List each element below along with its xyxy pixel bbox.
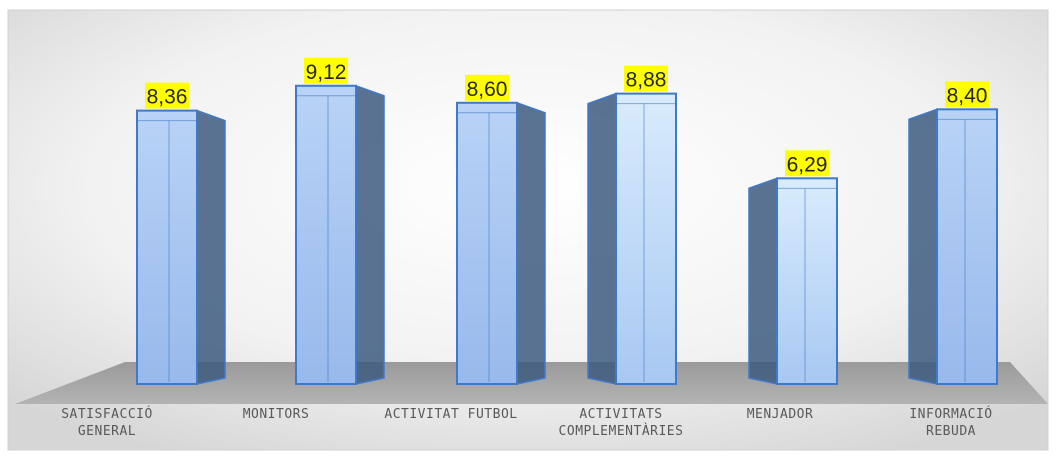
- bar: [908, 108, 998, 385]
- value-label: 8,60: [467, 78, 508, 101]
- category-label-line: SATISFACCIÓ: [61, 406, 153, 422]
- value-label: 8,88: [626, 69, 667, 92]
- bar-front-face: [456, 101, 518, 385]
- category-label: MONITORS: [243, 407, 310, 422]
- value-label-highlight: [945, 81, 989, 108]
- value-label: 8,40: [947, 84, 988, 107]
- bar-front-face: [776, 177, 838, 385]
- bar-front-face: [936, 108, 998, 385]
- category-label-line: REBUDA: [926, 424, 976, 439]
- bar-side-face: [748, 177, 778, 385]
- category-label-line: GENERAL: [78, 424, 136, 439]
- bar-front-face: [295, 84, 357, 385]
- bar-front-face: [136, 109, 198, 386]
- bar: [295, 84, 385, 385]
- bar: [587, 92, 677, 386]
- category-label: INFORMACIÓ REBUDA: [909, 406, 992, 439]
- bar-front-face: [615, 92, 677, 386]
- value-label: 8,36: [147, 86, 188, 109]
- bar-side-face: [908, 108, 938, 385]
- bar: [748, 177, 838, 385]
- category-label-line: ACTIVITATS: [579, 407, 662, 422]
- value-label-highlight: [304, 57, 348, 84]
- category-label-line: COMPLEMENTÀRIES: [559, 423, 684, 439]
- category-label: MENJADOR: [747, 407, 814, 422]
- value-label-highlight: [785, 150, 829, 177]
- bar-side-face: [355, 84, 385, 385]
- category-label: ACTIVITAT FUTBOL: [384, 407, 517, 422]
- category-label-line: MENJADOR: [747, 407, 814, 422]
- value-label: 9,12: [306, 61, 347, 84]
- bar: [456, 101, 546, 385]
- category-label: ACTIVITATS COMPLEMENTÀRIES: [559, 407, 684, 439]
- bar-side-face: [587, 92, 617, 385]
- category-label-line: MONITORS: [243, 407, 310, 422]
- bar: [136, 109, 226, 386]
- category-label: SATISFACCIÓ GENERAL: [61, 406, 153, 439]
- bar-side-face: [196, 109, 226, 385]
- value-label-highlight: [624, 65, 668, 92]
- bar-side-face: [516, 101, 546, 385]
- value-label-highlight: [145, 82, 189, 109]
- category-label-line: ACTIVITAT FUTBOL: [384, 407, 517, 422]
- value-label: 6,29: [787, 153, 828, 176]
- value-label-highlight: [465, 74, 509, 101]
- category-label-line: INFORMACIÓ: [909, 406, 992, 422]
